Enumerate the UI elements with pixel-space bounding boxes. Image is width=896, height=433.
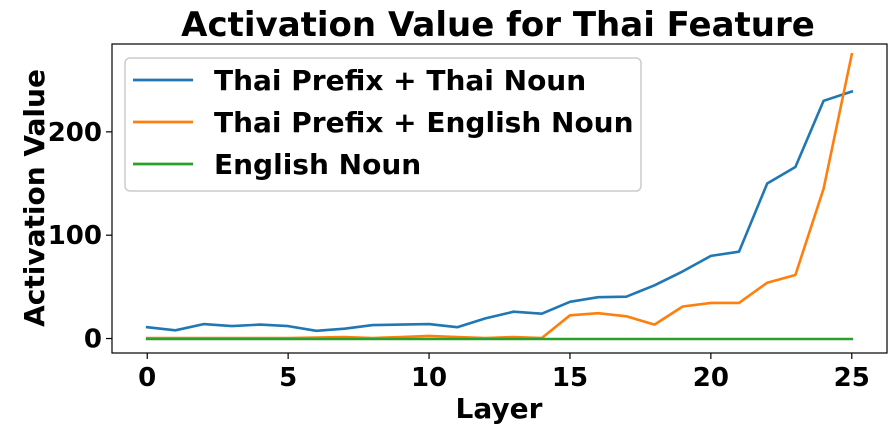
x-tick-label: 20	[693, 363, 729, 393]
plot-area-frame	[111, 43, 888, 354]
x-tick-label: 0	[138, 363, 156, 393]
y-tick-label: 200	[48, 118, 102, 148]
x-tick-label: 5	[279, 363, 297, 393]
legend-label-3: English Noun	[214, 148, 421, 181]
chart-title: Activation Value for Thai Feature	[181, 5, 815, 45]
x-tick-label: 25	[834, 363, 870, 393]
y-axis-label: Activation Value	[18, 69, 51, 327]
legend: Thai Prefix + Thai Noun Thai Prefix + Eng…	[124, 57, 642, 192]
axis-ticks: 0 5 10 15 20 25 0 100 200	[48, 118, 870, 393]
legend-label-1: Thai Prefix + Thai Noun	[214, 64, 586, 97]
legend-label-2: Thai Prefix + English Noun	[214, 106, 634, 139]
legend-frame	[124, 57, 642, 192]
x-tick-label: 10	[411, 363, 447, 393]
series-lines	[145, 52, 854, 341]
y-tick-label: 0	[84, 325, 102, 355]
series-line-1	[145, 89, 854, 333]
y-tick-label: 100	[48, 221, 102, 251]
x-axis-label: Layer	[456, 392, 543, 425]
x-tick-label: 15	[552, 363, 588, 393]
